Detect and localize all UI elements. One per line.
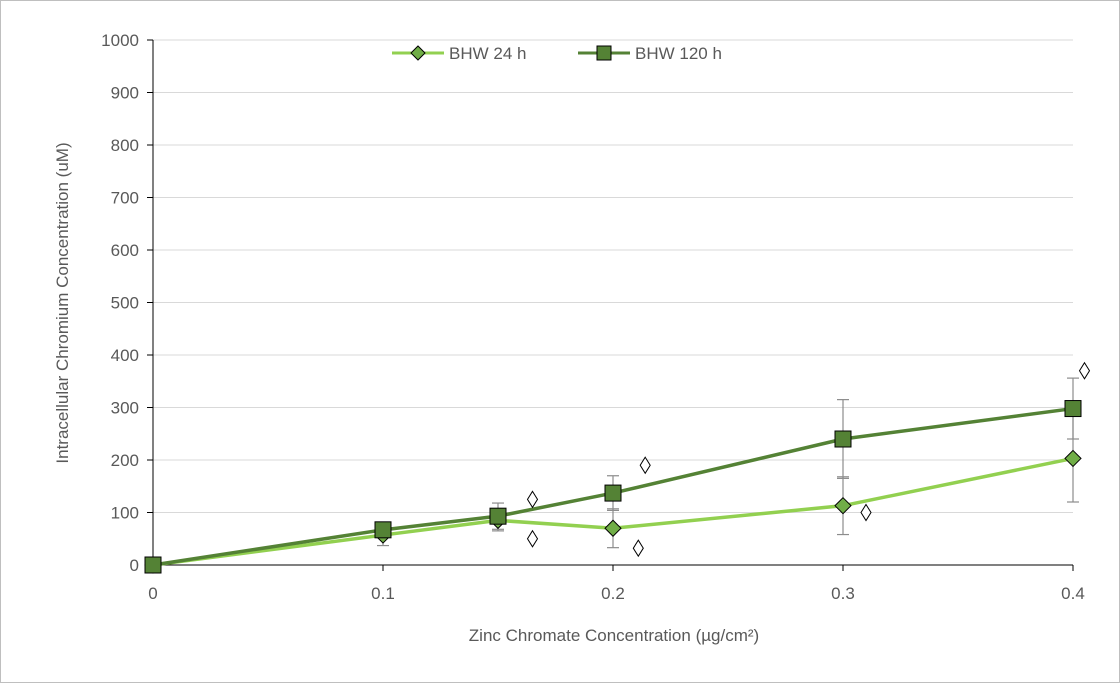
significance-diamond — [860, 503, 872, 522]
x-axis: 0 0.1 0.2 0.3 0.4 — [148, 564, 1085, 603]
data-point-bhw-120h — [604, 484, 622, 502]
y-tick-label: 1000 — [101, 31, 139, 50]
y-tick-label: 700 — [111, 189, 139, 208]
x-tick-label: 0.1 — [371, 584, 395, 603]
y-tick-label: 300 — [111, 399, 139, 418]
y-tick-label: 400 — [111, 346, 139, 365]
x-tick-label: 0.3 — [831, 584, 855, 603]
series-markers — [144, 400, 1082, 574]
data-point-bhw-120h — [834, 430, 852, 448]
x-tick-label: 0 — [148, 584, 157, 603]
data-point-bhw-120h — [144, 556, 162, 574]
data-point-bhw-24h — [834, 496, 852, 515]
series-lines — [152, 406, 1074, 567]
legend-label-bhw-120h: BHW 120 h — [635, 44, 722, 63]
x-axis-title: Zinc Chromate Concentration (µg/cm²) — [469, 626, 759, 645]
y-tick-label: 100 — [111, 504, 139, 523]
y-tick-label: 200 — [111, 451, 139, 470]
significance-markers — [526, 361, 1091, 558]
significance-diamond — [526, 490, 539, 509]
y-tick-label: 600 — [111, 241, 139, 260]
y-axis: 0 100 200 300 400 500 600 700 800 900 1000 — [101, 31, 154, 575]
legend-marker-bhw-24h — [410, 45, 426, 61]
data-point-bhw-24h — [604, 519, 622, 537]
significance-diamond — [632, 539, 644, 558]
y-tick-label: 0 — [130, 556, 139, 575]
x-tick-label: 0.2 — [601, 584, 625, 603]
y-tick-label: 800 — [111, 136, 139, 155]
y-tick-label: 500 — [111, 294, 139, 313]
series-line-bhw-24h — [152, 456, 1074, 567]
legend: BHW 24 h BHW 120 h — [392, 44, 722, 63]
data-point-bhw-120h — [1064, 400, 1082, 418]
y-tick-label: 900 — [111, 84, 139, 103]
series-line-bhw-120h — [152, 406, 1074, 567]
x-tick-label: 0.4 — [1061, 584, 1085, 603]
significance-diamond — [639, 456, 651, 475]
significance-diamond — [1078, 361, 1091, 380]
legend-label-bhw-24h: BHW 24 h — [449, 44, 526, 63]
data-point-bhw-24h — [1064, 449, 1082, 468]
grid-lines — [153, 39, 1073, 513]
y-axis-title: Intracellular Chromium Concentration (uM… — [53, 142, 72, 463]
significance-diamond — [526, 529, 539, 548]
data-point-bhw-120h — [374, 521, 392, 539]
data-point-bhw-120h — [489, 507, 507, 525]
legend-marker-bhw-120h — [596, 45, 612, 61]
